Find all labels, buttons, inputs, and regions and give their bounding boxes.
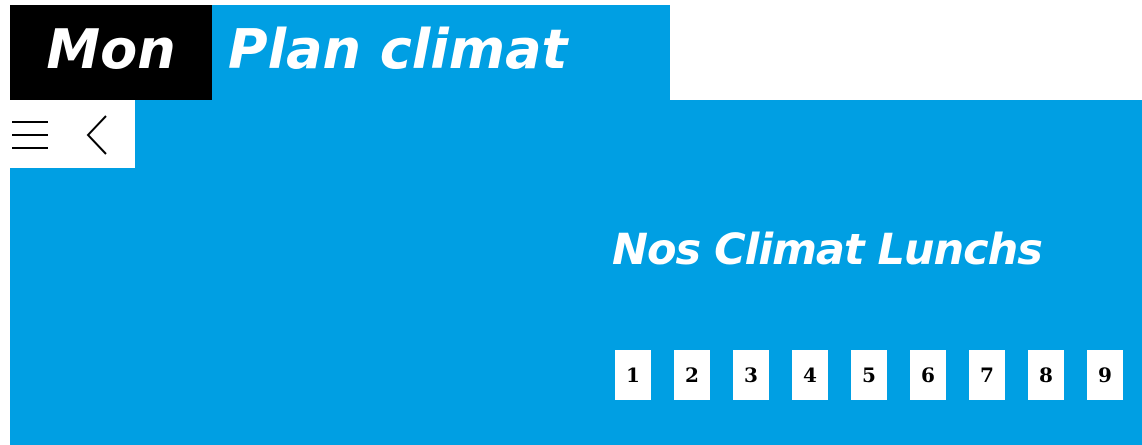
page-button[interactable]: 9: [1087, 350, 1123, 400]
section-title: Nos Climat Lunchs: [612, 225, 1043, 275]
logo-mon[interactable]: Mon: [10, 5, 212, 100]
page-button[interactable]: 6: [910, 350, 946, 400]
back-icon[interactable]: [86, 115, 107, 155]
page-button[interactable]: 3: [733, 350, 769, 400]
nav-icons: [12, 115, 107, 155]
main-panel: [10, 100, 1142, 445]
page-button[interactable]: 8: [1028, 350, 1064, 400]
page-button[interactable]: 1: [615, 350, 651, 400]
menu-icon[interactable]: [12, 121, 48, 149]
logo-plan-climat[interactable]: Plan climat: [212, 5, 670, 100]
page-button[interactable]: 7: [969, 350, 1005, 400]
page-button[interactable]: 4: [792, 350, 828, 400]
page-button[interactable]: 5: [851, 350, 887, 400]
page-button[interactable]: 2: [674, 350, 710, 400]
nav-box: [10, 100, 135, 168]
